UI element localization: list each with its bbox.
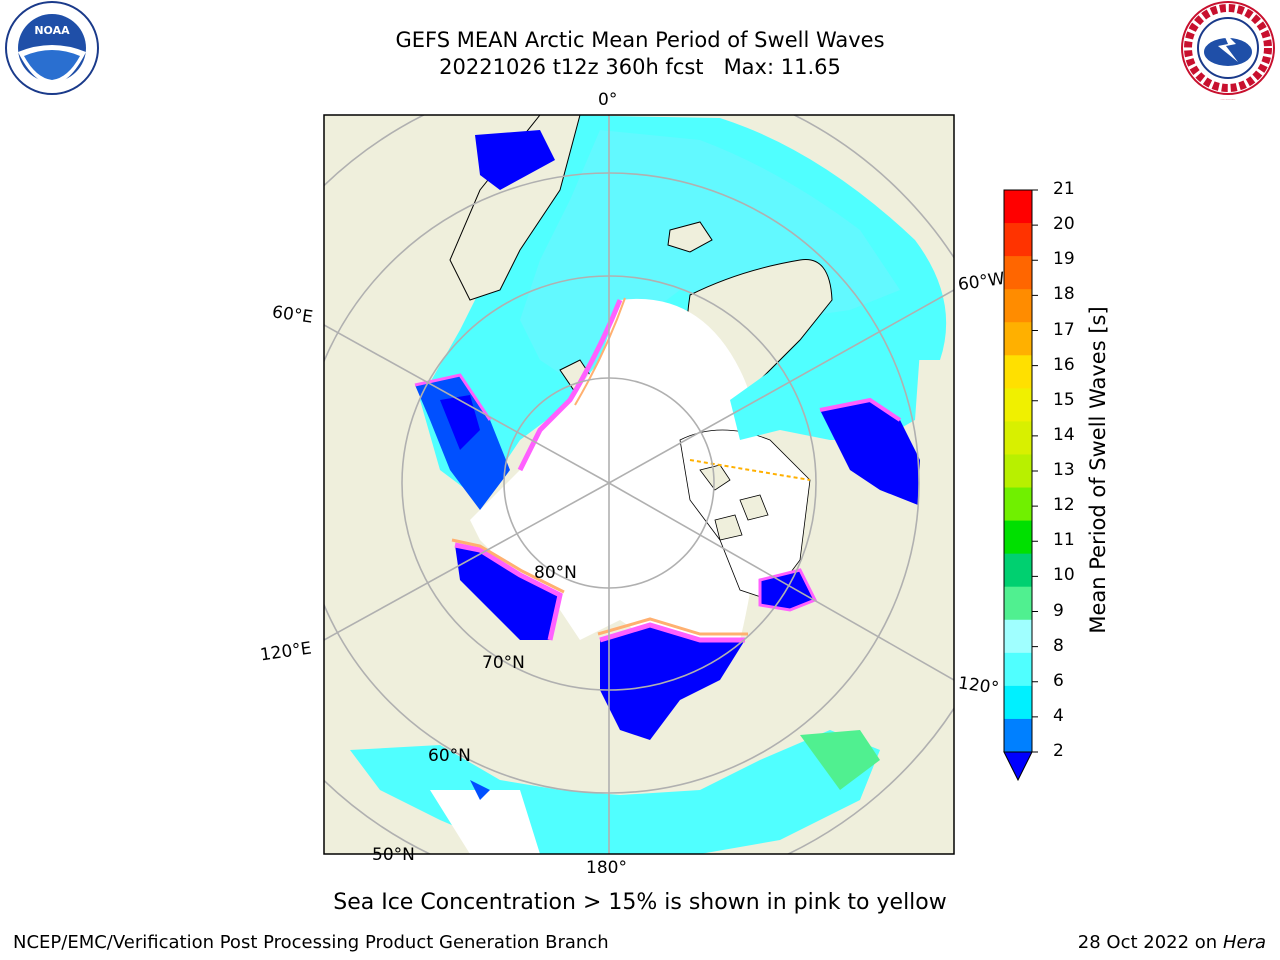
- map-frame: [323, 114, 955, 855]
- lon-label-180: 180°: [586, 858, 627, 878]
- polar-map: [324, 115, 954, 854]
- colorbar-swatch: [1004, 322, 1032, 356]
- colorbar-tick-label: 15: [1053, 389, 1075, 410]
- colorbar-swatch: [1004, 619, 1032, 654]
- colorbar-swatch: [1004, 586, 1032, 621]
- colorbar-tick-label: 8: [1053, 635, 1064, 656]
- lon-label-0: 0°: [598, 90, 618, 110]
- colorbar-swatch: [1004, 487, 1032, 522]
- sea-ice-caption: Sea Ice Concentration > 15% is shown in …: [333, 890, 947, 915]
- noaa-logo: NOAA: [5, 1, 99, 95]
- footer-date-text: 28 Oct 2022 on: [1077, 932, 1223, 953]
- colorbar-extend-arrow: [1003, 751, 1033, 782]
- colorbar-tick-label: 14: [1053, 424, 1075, 445]
- colorbar-tick-label: 16: [1053, 354, 1075, 375]
- colorbar-swatch: [1004, 421, 1032, 455]
- footer-producer: NCEP/EMC/Verification Post Processing Pr…: [13, 932, 609, 953]
- colorbar-label: Mean Period of Swell Waves [s]: [1086, 306, 1110, 634]
- colorbar-swatch: [1004, 454, 1032, 489]
- map-subtitle: 20221026 t12z 360h fcst Max: 11.65: [439, 55, 841, 79]
- colorbar-swatch: [1004, 355, 1032, 389]
- colorbar-swatch: [1004, 223, 1032, 257]
- colorbar-swatch: [1004, 256, 1032, 290]
- colorbar-swatch: [1004, 520, 1032, 555]
- map-title: GEFS MEAN Arctic Mean Period of Swell Wa…: [395, 28, 885, 52]
- colorbar-tick-label: 6: [1053, 670, 1064, 691]
- colorbar-tick-label: 9: [1053, 600, 1064, 621]
- lat-label-80: 80°N: [534, 563, 577, 583]
- colorbar-tick-label: 4: [1053, 705, 1064, 726]
- colorbar-swatch: [1004, 652, 1032, 687]
- colorbar-tick-label: 10: [1053, 565, 1075, 586]
- footer-date: 28 Oct 2022 on Hera: [1078, 932, 1266, 953]
- colorbar-swatch: [1004, 685, 1032, 720]
- footer-host: Hera: [1222, 932, 1266, 953]
- colorbar-swatch: [1004, 388, 1032, 422]
- colorbar-swatch: [1004, 553, 1032, 588]
- colorbar: [1003, 189, 1038, 782]
- colorbar-tick-label: 13: [1053, 460, 1075, 480]
- colorbar-swatch: [1004, 289, 1032, 323]
- colorbar-tick-label: 11: [1053, 530, 1075, 551]
- colorbar-tick-label: 20: [1053, 214, 1075, 235]
- nws-logo: NATIONAL WEATHER SERVICE: [1181, 1, 1275, 101]
- colorbar-swatch: [1004, 718, 1032, 753]
- noaa-logo-text: NOAA: [34, 24, 70, 37]
- nws-logo-text: NATIONAL WEATHER SERVICE: [1221, 98, 1236, 101]
- colorbar-swatch: [1004, 190, 1032, 224]
- colorbar-tick-label: 17: [1053, 319, 1075, 340]
- lat-label-60: 60°N: [428, 746, 471, 766]
- colorbar-tick-label: 21: [1053, 179, 1075, 199]
- colorbar-tick-label: 12: [1053, 495, 1075, 516]
- colorbar-tick-label: 2: [1053, 741, 1064, 761]
- lat-label-50: 50°N: [372, 845, 415, 865]
- colorbar-tick-label: 19: [1053, 249, 1075, 270]
- colorbar-tick-label: 18: [1053, 284, 1075, 305]
- lat-label-70: 70°N: [482, 653, 525, 673]
